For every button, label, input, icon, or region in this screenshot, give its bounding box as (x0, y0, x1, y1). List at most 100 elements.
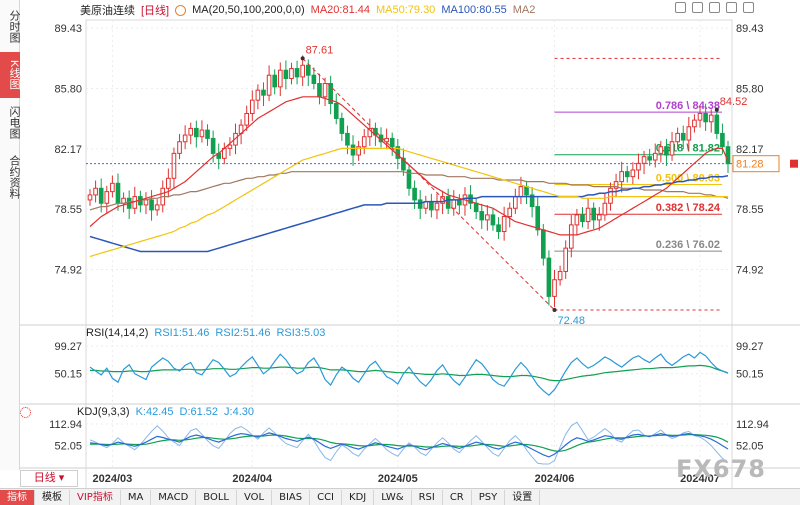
candle-body (249, 99, 255, 114)
indicator-tab-ma[interactable]: MA (121, 489, 152, 505)
candle-body (205, 129, 210, 139)
fib-level-label: 0.786 \ 84.38 (656, 100, 720, 112)
tab-timeshare[interactable]: 分时图 (8, 9, 20, 43)
indicator-tab-cci[interactable]: CCI (310, 489, 343, 505)
candle-body (350, 144, 356, 156)
candle-body (580, 214, 585, 223)
candle-body (518, 186, 524, 198)
current-price-tag (732, 155, 780, 173)
candle-body (283, 69, 289, 80)
candle-body (613, 181, 619, 189)
refresh-icon[interactable] (726, 2, 737, 13)
fib-level-label: 0.500 \ 80.03 (656, 172, 720, 184)
kdj-tick-right: 112.94 (736, 419, 769, 431)
expand-icon[interactable] (743, 2, 754, 13)
kdj-d-line (90, 434, 729, 452)
ma200-line (89, 171, 729, 211)
candle-body (568, 224, 574, 249)
candle-body (652, 152, 658, 161)
candle-body (485, 214, 490, 221)
kdj-tick-left: 52.05 (54, 441, 82, 453)
kdj-j-line (89, 421, 729, 465)
candle-body (636, 162, 641, 171)
rsi2-line (90, 364, 729, 382)
indicator-tab-kdj[interactable]: KDJ (342, 489, 375, 505)
watermark: FX678 (676, 455, 766, 483)
candle-body (546, 257, 552, 297)
side-tab-bar: 分时图 K线图 闪电图 合约资料 (0, 0, 20, 470)
y-tick-label-right: 89.43 (736, 23, 764, 35)
candle-body (177, 141, 182, 154)
fullscreen-icon[interactable] (709, 2, 720, 13)
candle-body (602, 202, 608, 216)
indicator-tab-template[interactable]: 模板 (35, 489, 70, 505)
indicator-tab-vol[interactable]: VOL (237, 489, 273, 505)
indicator-tab-rsi[interactable]: RSI (412, 489, 443, 505)
candle-body (708, 114, 714, 123)
ma50-line (89, 147, 728, 258)
candle-body (429, 201, 434, 211)
kdj-settings-icon[interactable] (20, 406, 31, 418)
indicator-tab-psy[interactable]: PSY (472, 489, 506, 505)
tab-contract-info[interactable]: 合约资料 (8, 155, 20, 199)
settings-icon[interactable] (692, 2, 703, 13)
ma-settings-icon[interactable] (175, 4, 187, 16)
candle-body (647, 156, 652, 161)
indicator-tab-bias[interactable]: BIAS (272, 489, 311, 505)
rsi-header: RSI(14,14,2) RSI1:51.46 RSI2:51.46 RSI3:… (86, 327, 325, 339)
candle-body (289, 68, 294, 80)
candle-body (417, 199, 423, 209)
indicator-tab-macd[interactable]: MACD (151, 489, 197, 505)
indicator-tab-indicators[interactable]: 指标 (0, 489, 35, 505)
rsi1-line (89, 351, 729, 397)
kdj-k-value: K:42.45 (135, 406, 174, 418)
chevron-down-icon: ▾ (58, 472, 65, 484)
rsi-tick-right: 99.27 (736, 341, 764, 353)
candle-body (501, 216, 507, 233)
candle-body (540, 229, 546, 259)
layout-icon[interactable] (675, 2, 686, 13)
fib-level-label: 0.236 \ 76.02 (656, 239, 720, 251)
indicator-tab-lw[interactable]: LW& (374, 489, 412, 505)
window-tools (675, 2, 754, 13)
ma100-value: MA100:80.55 (441, 4, 507, 16)
candle-body (524, 186, 529, 196)
candle-body (669, 141, 675, 156)
y-tick-label-right: 82.17 (736, 144, 764, 156)
candle-body (98, 187, 104, 204)
rsi3-value: RSI3:5.03 (276, 327, 326, 339)
kline-chart[interactable]: 0.786 \ 84.380.618 \ 81.820.500 \ 80.030… (0, 0, 800, 488)
candle-body (641, 156, 647, 164)
candle-body (535, 206, 541, 231)
period-label[interactable]: [日线] (141, 5, 170, 17)
kdj-tick-right: 52.05 (736, 441, 764, 453)
instrument-title: 美原油连续 (80, 5, 135, 17)
rsi-tick-left: 50.15 (54, 369, 82, 381)
candle-body (608, 187, 613, 204)
candle-body (434, 202, 440, 211)
candle-body (345, 132, 350, 146)
candle-body (574, 214, 580, 226)
swing-point (552, 308, 557, 313)
y-tick-label-left: 89.43 (54, 23, 82, 35)
indicator-tab-boll[interactable]: BOLL (196, 489, 237, 505)
candle-body (619, 171, 624, 183)
candle-body (457, 199, 462, 206)
candle-body (322, 83, 328, 98)
fib-level-label: 0.382 \ 78.24 (656, 202, 721, 214)
candle-body (529, 194, 535, 208)
ma20-value: MA20:81.44 (310, 4, 370, 16)
tab-flash-chart[interactable]: 闪电图 (8, 105, 20, 139)
period-select-button[interactable]: 日线 ▾ (20, 470, 78, 487)
indicator-tab-vip[interactable]: VIP指标 (70, 489, 121, 505)
tab-kline[interactable]: K线图 (0, 52, 20, 98)
candle-body (110, 182, 115, 193)
kdj-d-value: D:61.52 (179, 406, 219, 418)
candle-body (596, 214, 602, 221)
candle-body (93, 187, 98, 196)
candle-body (490, 214, 496, 226)
indicator-tab-cr[interactable]: CR (443, 489, 472, 505)
candle-body (664, 146, 669, 156)
indicator-tab-settings[interactable]: 设置 (505, 489, 541, 505)
candle-body (339, 117, 345, 134)
